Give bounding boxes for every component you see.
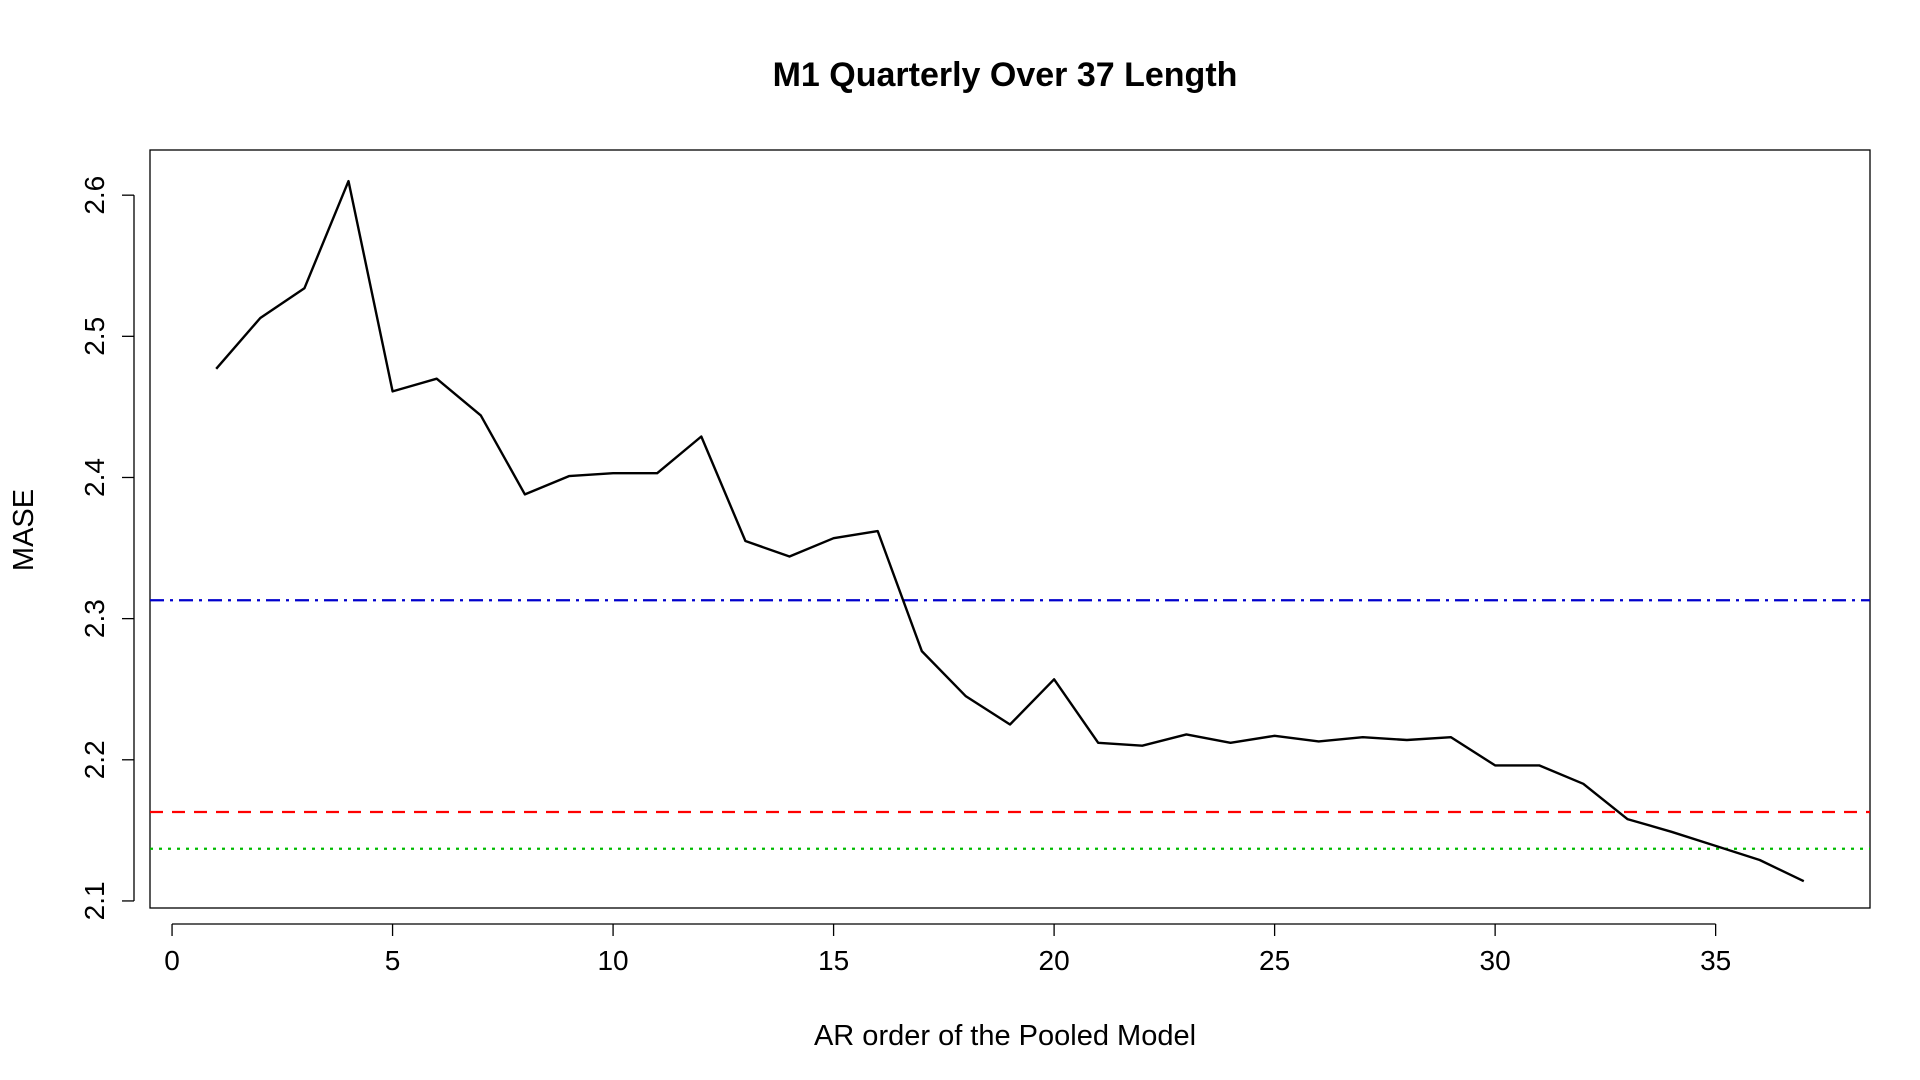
x-tick-label: 15: [818, 945, 849, 976]
x-tick-label: 35: [1700, 945, 1731, 976]
y-tick-label: 2.3: [79, 599, 110, 638]
plot-area-frame: [149, 149, 1871, 909]
y-tick-label: 2.5: [79, 317, 110, 356]
y-axis-title: MASE: [8, 489, 40, 571]
series-group: [215, 179, 1805, 883]
y-axis: 2.1 2.2 2.3 2.4 2.5 2.6: [79, 176, 135, 920]
reference-lines: [150, 599, 1870, 850]
chart-title: M1 Quarterly Over 37 Length: [773, 56, 1238, 94]
x-tick-label: 20: [1039, 945, 1070, 976]
x-axis: 0 5 10 15 20 25 30 35: [164, 923, 1731, 976]
y-tick-label: 2.6: [79, 176, 110, 215]
x-tick-label: 10: [597, 945, 628, 976]
y-tick-label: 2.2: [79, 740, 110, 779]
series-line-1: [215, 179, 1805, 883]
x-axis-title: AR order of the Pooled Model: [814, 1020, 1196, 1052]
x-tick-label: 0: [164, 945, 180, 976]
x-tick-label: 30: [1480, 945, 1511, 976]
x-tick-label: 5: [385, 945, 401, 976]
y-tick-label: 2.4: [79, 458, 110, 497]
y-tick-label: 2.1: [79, 881, 110, 920]
x-tick-label: 25: [1259, 945, 1290, 976]
